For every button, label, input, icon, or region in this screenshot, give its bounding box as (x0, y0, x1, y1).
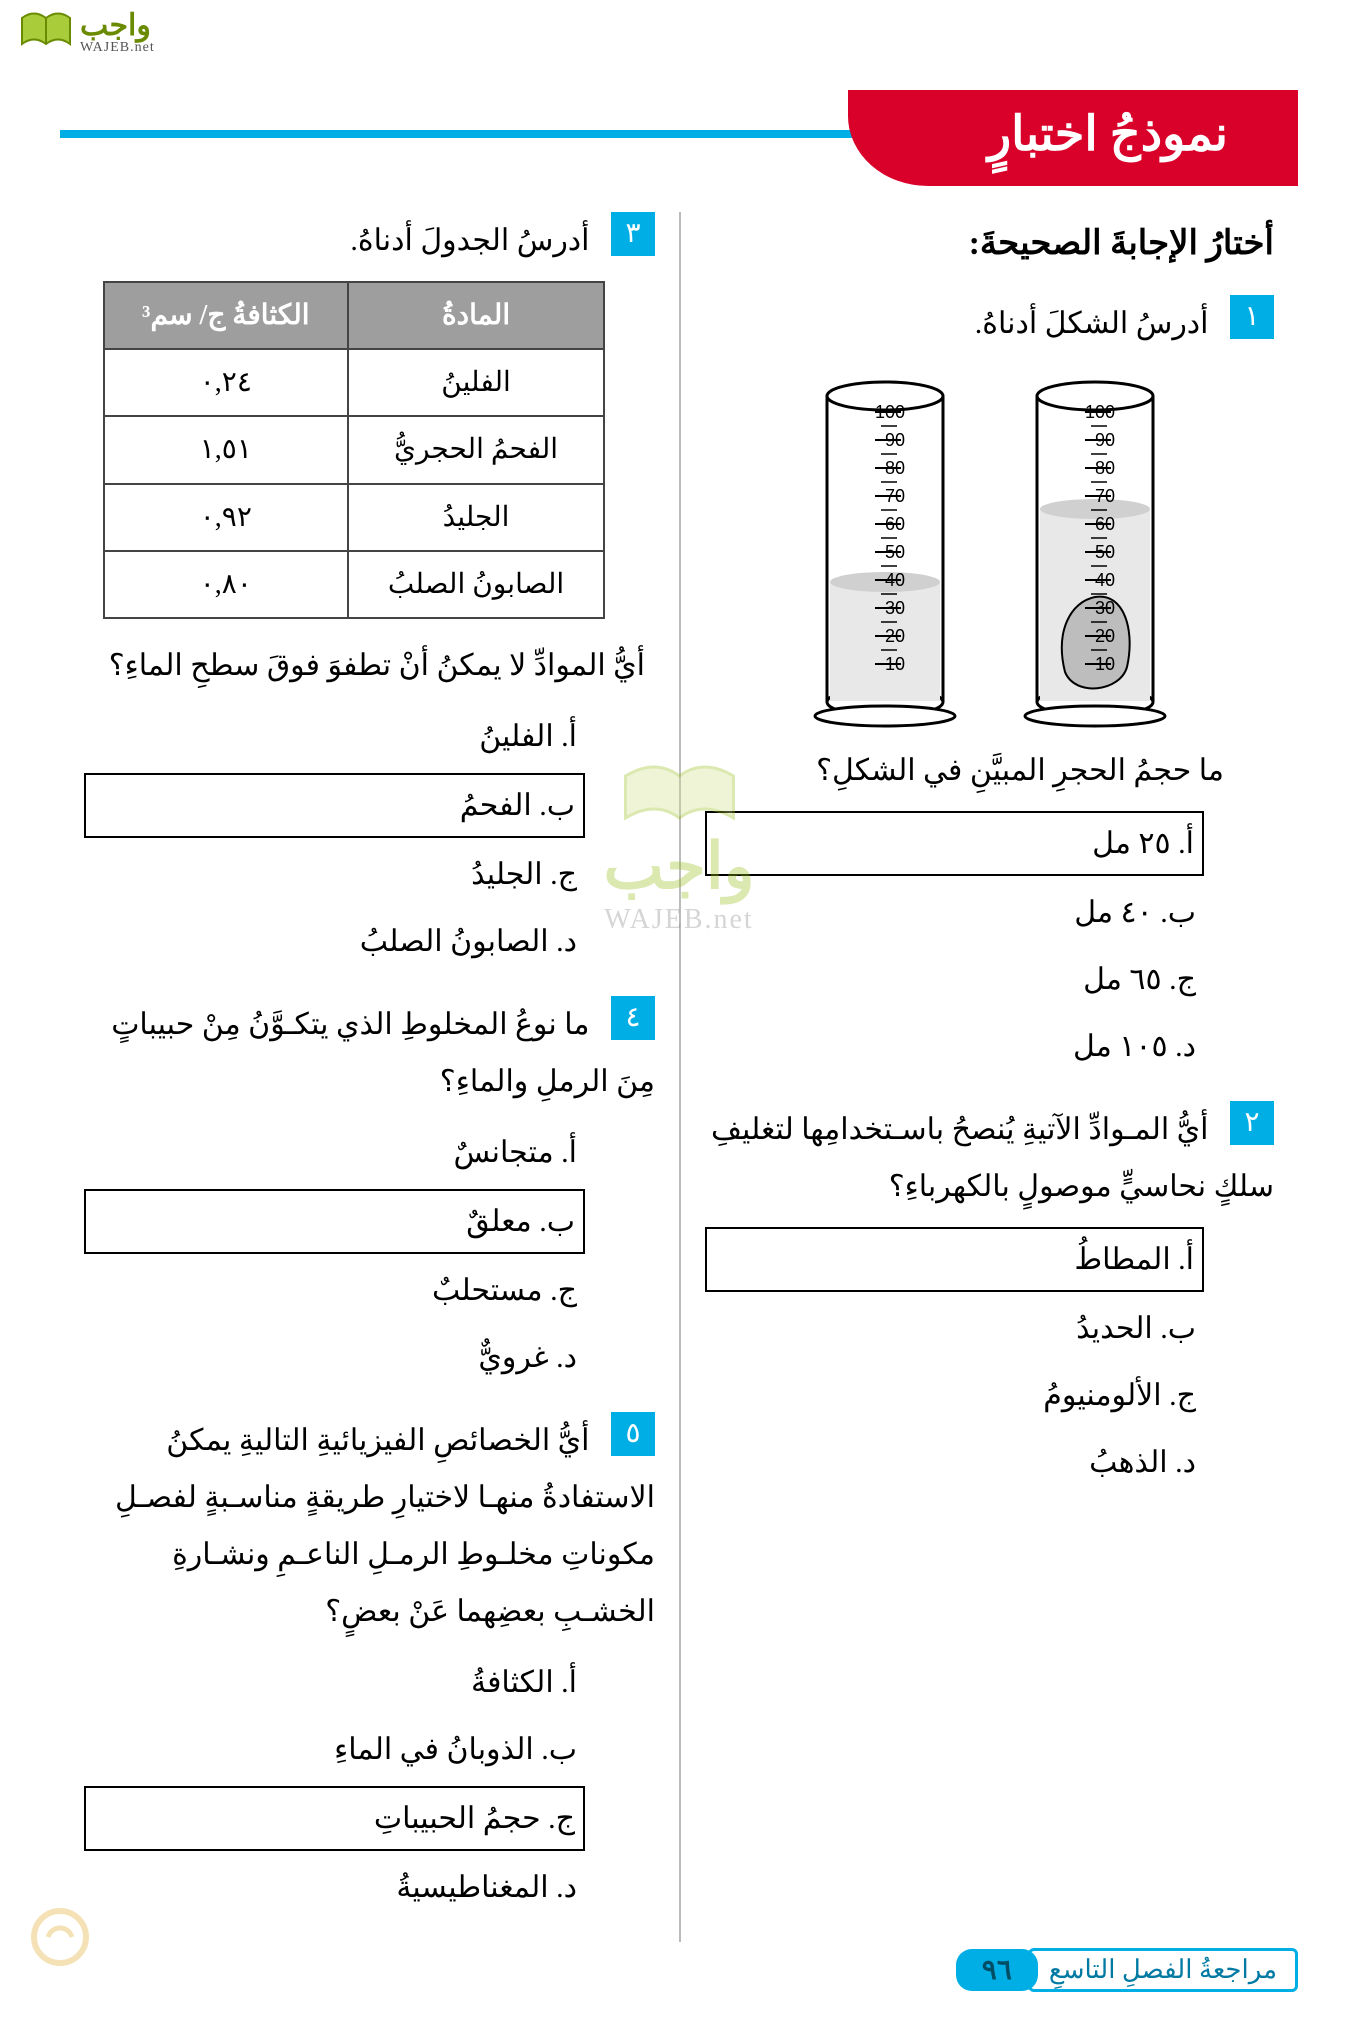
svg-text:60: 60 (1094, 514, 1114, 534)
q4-answer-c: ج. مستحلبٌ (84, 1260, 585, 1321)
q4-answers: أ. متجانسٌ ب. معلقٌ ج. مستحلبٌ د. غرويٌّ (84, 1122, 585, 1388)
svg-text:10: 10 (884, 654, 904, 674)
q3-answer-c: ج. الجليدُ (84, 844, 585, 905)
svg-text:80: 80 (884, 458, 904, 478)
svg-text:30: 30 (1094, 598, 1114, 618)
section-title: أختارُ الإجابةَ الصحيحةَ: (705, 212, 1274, 277)
cylinder-empty: 100 90 80 70 60 50 40 30 20 10 (805, 372, 965, 732)
density-table: المادةُ الكثافةُ ج/ سم³ الفلينُ ٠,٢٤ الف… (103, 281, 605, 619)
svg-text:10: 10 (1094, 654, 1114, 674)
book-icon (20, 10, 72, 55)
q2-answer-a: أ. المطاطُ (705, 1227, 1204, 1292)
right-column: أختارُ الإجابةَ الصحيحةَ: ١ أدرسُ الشكلَ… (679, 212, 1298, 1942)
q2-answer-c: ج. الألومنيومُ (705, 1365, 1204, 1426)
svg-text:60: 60 (884, 514, 904, 534)
q5-answer-c: ج. حجمُ الحبيباتِ (84, 1786, 585, 1851)
question-2: ٢ أيُّ المـوادِّ الآتيةِ يُنصحُ باسـتخدا… (705, 1101, 1274, 1215)
svg-text:20: 20 (884, 626, 904, 646)
footer: مراجعةُ الفصلِ التاسعِ ٩٦ (956, 1948, 1298, 1992)
logo-en-text: WAJEB.net (80, 41, 155, 55)
svg-text:90: 90 (1094, 430, 1114, 450)
footer-page: ٩٦ (956, 1949, 1038, 1991)
left-column: ٣ أدرسُ الجدولَ أدناهُ. المادةُ الكثافةُ… (60, 212, 679, 1942)
svg-text:90: 90 (884, 430, 904, 450)
q1-prompt: ما حجمُ الحجرِ المبيَّنِ في الشكلِ؟ (705, 742, 1224, 799)
question-1: ١ أدرسُ الشكلَ أدناهُ. (705, 295, 1274, 352)
table-head-material: المادةُ (348, 282, 604, 349)
q1-answer-b: ب. ٤٠ مل (705, 882, 1204, 943)
q5-answer-d: د. المغناطيسيةُ (84, 1857, 585, 1918)
svg-text:50: 50 (884, 542, 904, 562)
table-row: الفحمُ الحجريُّ ١,٥١ (104, 416, 604, 483)
q3-answer-b: ب. الفحمُ (84, 773, 585, 838)
cylinder-with-rock: 100 90 80 70 60 50 40 30 20 10 (1015, 372, 1175, 732)
site-logo: واجب WAJEB.net (20, 10, 155, 55)
q3-text: أدرسُ الجدولَ أدناهُ. (350, 224, 589, 257)
table-row: الصابونُ الصلبُ ٠,٨٠ (104, 551, 604, 618)
q5-answer-b: ب. الذوبانُ في الماءِ (84, 1719, 585, 1780)
q2-answer-d: د. الذهبُ (705, 1432, 1204, 1493)
svg-text:20: 20 (1094, 626, 1114, 646)
svg-text:100: 100 (874, 402, 904, 422)
svg-text:50: 50 (1094, 542, 1114, 562)
q4-text: ما نوعُ المخلوطِ الذي يتكـوَّنُ مِنْ حبي… (111, 1008, 655, 1098)
question-5: ٥ أيُّ الخصائصِ الفيزيائيةِ التاليةِ يمك… (84, 1412, 655, 1640)
q3-number: ٣ (611, 212, 655, 256)
cylinders-figure: 100 90 80 70 60 50 40 30 20 10 100 90 80 70 60 50 40 30 2… (705, 372, 1274, 732)
table-row: الفلينُ ٠,٢٤ (104, 349, 604, 416)
q1-answers: أ. ٢٥ مل ب. ٤٠ مل ج. ٦٥ مل د. ١٠٥ مل (705, 811, 1204, 1077)
q5-number: ٥ (611, 1412, 655, 1456)
svg-text:70: 70 (884, 486, 904, 506)
q2-answers: أ. المطاطُ ب. الحديدُ ج. الألومنيومُ د. … (705, 1227, 1204, 1493)
q2-text: أيُّ المـوادِّ الآتيةِ يُنصحُ باسـتخدامِ… (711, 1113, 1274, 1203)
header-title: نموذجُ اختبارٍ (848, 90, 1298, 186)
svg-text:70: 70 (1094, 486, 1114, 506)
table-head-density: الكثافةُ ج/ سم³ (104, 282, 349, 349)
q3-answers: أ. الفلينُ ب. الفحمُ ج. الجليدُ د. الصاب… (84, 706, 585, 972)
logo-ar-text: واجب (80, 11, 155, 41)
svg-text:30: 30 (884, 598, 904, 618)
q5-text: أيُّ الخصائصِ الفيزيائيةِ التاليةِ يمكنُ… (115, 1424, 655, 1628)
q2-number: ٢ (1230, 1101, 1274, 1145)
svg-text:100: 100 (1084, 402, 1114, 422)
q1-answer-d: د. ١٠٥ مل (705, 1016, 1204, 1077)
q1-text: أدرسُ الشكلَ أدناهُ. (975, 307, 1209, 340)
svg-text:40: 40 (884, 570, 904, 590)
q1-answer-c: ج. ٦٥ مل (705, 949, 1204, 1010)
q2-answer-b: ب. الحديدُ (705, 1298, 1204, 1359)
question-4: ٤ ما نوعُ المخلوطِ الذي يتكـوَّنُ مِنْ ح… (84, 996, 655, 1110)
q1-answer-a: أ. ٢٥ مل (705, 811, 1204, 876)
q5-answers: أ. الكثافةُ ب. الذوبانُ في الماءِ ج. حجم… (84, 1652, 585, 1918)
svg-text:40: 40 (1094, 570, 1114, 590)
q3-prompt: أيُّ الموادِّ لا يمكنُ أنْ تطفوَ فوقَ سط… (84, 637, 645, 694)
q1-number: ١ (1230, 295, 1274, 339)
table-row: الجليدُ ٠,٩٢ (104, 484, 604, 551)
q3-answer-d: د. الصابونُ الصلبُ (84, 911, 585, 972)
q3-answer-a: أ. الفلينُ (84, 706, 585, 767)
q4-number: ٤ (611, 996, 655, 1040)
q5-answer-a: أ. الكثافةُ (84, 1652, 585, 1713)
q4-answer-d: د. غرويٌّ (84, 1327, 585, 1388)
footer-label: مراجعةُ الفصلِ التاسعِ (1028, 1948, 1298, 1992)
svg-text:80: 80 (1094, 458, 1114, 478)
q4-answer-b: ب. معلقٌ (84, 1189, 585, 1254)
corner-badge-icon (30, 1907, 90, 1972)
header-ribbon: نموذجُ اختبارٍ (60, 90, 1298, 182)
question-3: ٣ أدرسُ الجدولَ أدناهُ. (84, 212, 655, 269)
q4-answer-a: أ. متجانسٌ (84, 1122, 585, 1183)
